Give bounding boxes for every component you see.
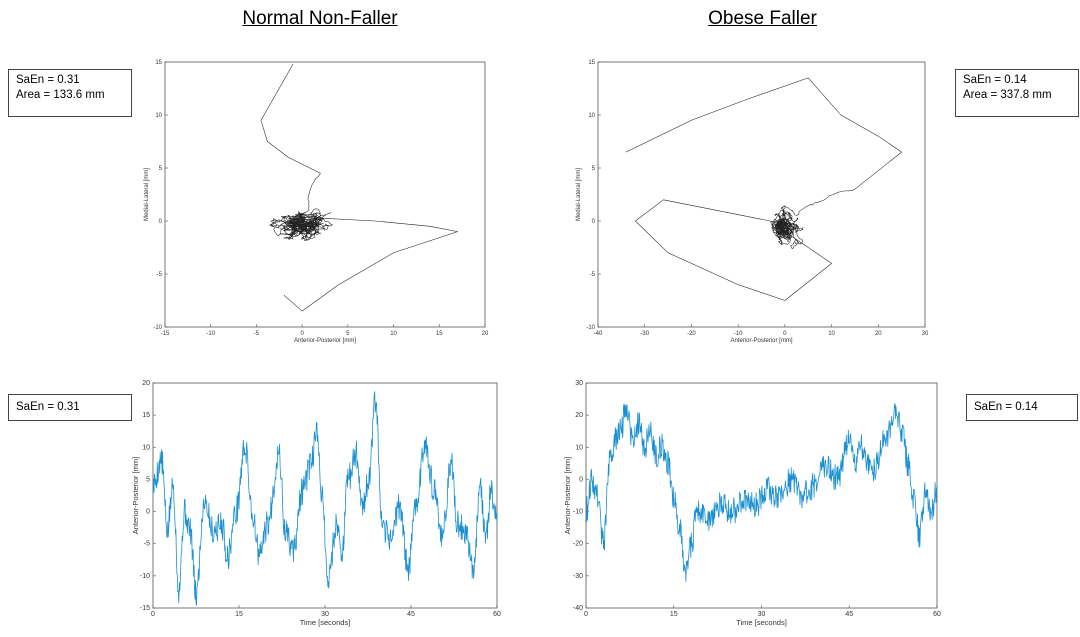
x-tick-label: 30 [321, 611, 329, 618]
x-tick-label: 10 [828, 331, 835, 337]
x-tick-label: -10 [206, 331, 215, 337]
saen-value: SaEn = 0.31 [16, 74, 80, 86]
saen-value: SaEn = 0.14 [974, 401, 1038, 413]
y-axis-label: Medial-Lateral [mm] [144, 168, 150, 221]
y-axis-label: Medial-Lateral [mm] [576, 168, 582, 221]
y-tick-label: -10 [573, 509, 583, 516]
y-tick-label: -10 [140, 573, 150, 580]
y-axis-label: Anterior-Posterior [mm] [131, 457, 140, 535]
saen-value: SaEn = 0.14 [963, 74, 1027, 86]
y-tick-label: 5 [159, 166, 163, 172]
x-tick-label: 30 [758, 611, 766, 618]
info-box-bottom-left: SaEn = 0.31 [8, 394, 132, 421]
x-tick-label: 20 [482, 331, 489, 337]
x-tick-label: -40 [594, 331, 603, 337]
x-tick-label: -5 [254, 331, 260, 337]
x-tick-label: 20 [875, 331, 882, 337]
x-tick-label: 15 [436, 331, 443, 337]
title-normal-non-faller: Normal Non-Faller [242, 8, 398, 29]
ap-series-line [585, 403, 938, 582]
x-tick-label: 45 [845, 611, 853, 618]
area-value: Area = 337.8 mm [963, 89, 1052, 101]
x-tick-label: -10 [734, 331, 743, 337]
x-tick-label: 0 [151, 611, 155, 618]
title-obese-faller: Obese Faller [708, 8, 817, 29]
y-tick-label: 10 [588, 113, 595, 119]
plot-frame [164, 61, 486, 328]
y-tick-label: 10 [155, 113, 162, 119]
y-tick-label: 0 [146, 509, 150, 516]
y-tick-label: -10 [153, 325, 162, 331]
area-value: Area = 133.6 mm [16, 89, 105, 101]
info-box-bottom-right: SaEn = 0.14 [966, 394, 1078, 421]
x-axis-label: Anterior-Posterior [mm] [730, 338, 792, 344]
x-tick-label: 0 [584, 611, 588, 618]
y-tick-label: -5 [590, 272, 596, 278]
chart-of_stabilogram: -40 -30 -20 -10 0 10 20 30 -10 -5 0 5 10 15 Anterior-P… [576, 60, 929, 344]
y-tick-label: 10 [575, 444, 583, 451]
y-tick-label: 20 [142, 380, 150, 387]
y-tick-label: -5 [157, 272, 163, 278]
x-tick-label: -20 [687, 331, 696, 337]
x-tick-label: 5 [346, 331, 350, 337]
y-tick-label: -40 [573, 605, 583, 612]
y-tick-label: 0 [579, 476, 583, 483]
y-tick-label: -15 [140, 605, 150, 612]
sway-trace [625, 77, 902, 301]
x-tick-label: 60 [933, 611, 941, 618]
plot-frame [597, 61, 926, 328]
y-tick-label: 5 [146, 476, 150, 483]
y-tick-label: -10 [586, 325, 595, 331]
x-tick-label: 0 [783, 331, 787, 337]
x-tick-label: 45 [407, 611, 415, 618]
y-tick-label: 15 [588, 60, 595, 66]
x-tick-label: 60 [493, 611, 501, 618]
y-tick-label: 15 [155, 60, 162, 66]
plot-frame [152, 382, 498, 609]
x-tick-label: 15 [235, 611, 243, 618]
y-tick-label: 15 [142, 412, 150, 419]
y-axis-label: Anterior-Posterior [mm] [563, 457, 572, 535]
info-box-top-right: SaEn = 0.14 Area = 337.8 mm [955, 69, 1079, 117]
x-tick-label: 0 [300, 331, 304, 337]
y-tick-label: 10 [142, 444, 150, 451]
x-axis-label: Time [seconds] [300, 618, 351, 627]
x-tick-label: 15 [670, 611, 678, 618]
chart-nf_timeseries: 0 15 30 45 60 -15 -10 -5 0 5 10 15 20 Time [seconds] A… [131, 380, 501, 627]
x-tick-label: -30 [640, 331, 649, 337]
y-tick-label: 30 [575, 380, 583, 387]
x-axis-label: Time [seconds] [736, 618, 787, 627]
y-tick-label: 5 [592, 166, 596, 172]
sway-trace [260, 63, 458, 312]
x-tick-label: -15 [161, 331, 170, 337]
y-tick-label: -20 [573, 541, 583, 548]
info-box-top-left: SaEn = 0.31 Area = 133.6 mm [8, 69, 132, 117]
x-axis-label: Anterior-Posterior [mm] [294, 338, 356, 344]
x-tick-label: 10 [390, 331, 397, 337]
y-tick-label: -30 [573, 573, 583, 580]
y-tick-label: -5 [144, 541, 150, 548]
x-tick-label: 30 [922, 331, 929, 337]
y-tick-label: 0 [159, 219, 163, 225]
chart-nf_stabilogram: -15 -10 -5 0 5 10 15 20-10-5051015Anterior-Post… [144, 60, 489, 344]
y-tick-label: 20 [575, 412, 583, 419]
ap-series-line [152, 391, 498, 606]
saen-value: SaEn = 0.31 [16, 401, 80, 413]
y-tick-label: 0 [592, 219, 596, 225]
